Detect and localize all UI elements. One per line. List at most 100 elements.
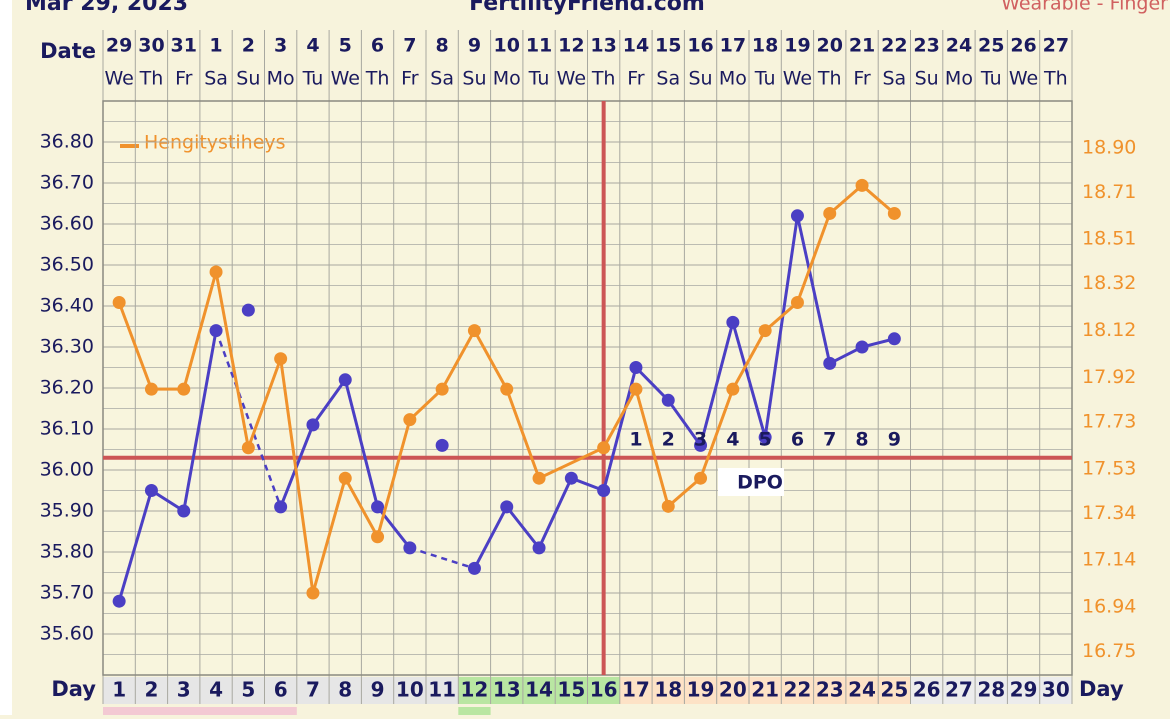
day-number: 19	[687, 678, 715, 702]
data-point	[209, 265, 223, 279]
header-source: Wearable - Finger	[1001, 0, 1168, 15]
data-point	[661, 393, 675, 407]
data-point	[726, 315, 740, 329]
day-number: 12	[461, 678, 489, 702]
date: 26	[1010, 35, 1036, 57]
phase-cell	[103, 707, 297, 715]
y-tick-label: 35.80	[40, 541, 94, 563]
day-number: 11	[428, 678, 456, 702]
day-number: 26	[913, 678, 941, 702]
day-number: 22	[784, 678, 812, 702]
plot-frame	[102, 100, 1073, 676]
day-number: 8	[338, 678, 352, 702]
weekday: We	[783, 68, 812, 90]
weekday: We	[331, 68, 360, 90]
weekday: Mo	[945, 68, 973, 90]
data-point	[338, 471, 352, 485]
day-number: 21	[751, 678, 779, 702]
date: 10	[494, 35, 520, 57]
dpo-number: 1	[629, 429, 642, 451]
data-point	[467, 561, 481, 575]
date: 15	[655, 35, 681, 57]
phase-cell	[458, 677, 620, 704]
data-point	[855, 340, 869, 354]
data-point	[758, 324, 772, 338]
data-point	[209, 324, 223, 338]
weekday: Fr	[175, 68, 193, 90]
date: 25	[978, 35, 1004, 57]
day-number: 6	[274, 678, 288, 702]
dpo-number: 6	[791, 429, 804, 451]
weekday: Fr	[627, 68, 645, 90]
left-strip	[0, 0, 12, 715]
weekday: Th	[817, 68, 842, 90]
date-label: Date	[40, 39, 96, 63]
y2-tick-label: 17.34	[1082, 502, 1136, 524]
date: 14	[623, 35, 649, 57]
day-number: 9	[371, 678, 385, 702]
data-point	[790, 209, 804, 223]
date: 27	[1043, 35, 1069, 57]
date: 23	[913, 35, 939, 57]
weekday: We	[104, 68, 133, 90]
weekday: Tu	[980, 68, 1002, 90]
dpo-number: 9	[888, 429, 901, 451]
data-point	[790, 295, 804, 309]
y2-tick-label: 18.90	[1082, 136, 1136, 158]
day-label: Day	[51, 677, 96, 701]
day-number: 14	[525, 678, 553, 702]
data-point	[758, 430, 772, 444]
day-number: 5	[241, 678, 255, 702]
dpo-box	[718, 468, 784, 496]
date: 2	[242, 35, 255, 57]
data-point	[177, 504, 191, 518]
y-tick-label: 36.50	[40, 254, 94, 276]
data-point	[338, 373, 352, 387]
weekday: Su	[236, 68, 260, 90]
date: 7	[403, 35, 416, 57]
data-point	[726, 382, 740, 396]
date: 16	[687, 35, 713, 57]
y-tick-label: 35.60	[40, 623, 94, 645]
data-point	[887, 332, 901, 346]
date: 29	[106, 35, 132, 57]
y2-tick-label: 18.32	[1082, 272, 1136, 294]
day-number: 30	[1042, 678, 1070, 702]
weekday: Tu	[302, 68, 324, 90]
weekday: Th	[139, 68, 164, 90]
header-date: Mar 29, 2023	[25, 0, 188, 16]
data-point	[532, 541, 546, 555]
data-point	[661, 499, 675, 513]
weekday: We	[557, 68, 586, 90]
y-tick-label: 36.60	[40, 213, 94, 235]
data-point	[403, 413, 417, 427]
day-number: 4	[209, 678, 223, 702]
data-point	[144, 484, 158, 497]
y2-tick-label: 16.75	[1082, 640, 1136, 662]
date: 17	[720, 35, 746, 57]
weekday: Su	[688, 68, 712, 90]
data-point	[435, 382, 449, 396]
y-tick-label: 36.00	[40, 459, 94, 481]
weekday: Tu	[528, 68, 550, 90]
header-site: FertilityFriend.com	[469, 0, 705, 16]
date: 3	[274, 35, 287, 57]
data-point	[274, 352, 288, 366]
y2-tick-label: 17.73	[1082, 410, 1136, 432]
data-point	[823, 356, 837, 370]
phase-cell	[103, 677, 459, 704]
date: 18	[752, 35, 778, 57]
day-number: 28	[977, 678, 1005, 702]
data-point	[112, 295, 126, 309]
date: 9	[468, 35, 481, 57]
dpo-number: 3	[694, 429, 707, 451]
y-tick-label: 36.20	[40, 377, 94, 399]
y2-tick-label: 17.14	[1082, 549, 1136, 571]
date: 21	[849, 35, 875, 57]
data-point	[855, 178, 869, 192]
data-point	[435, 438, 449, 452]
weekday: Th	[365, 68, 390, 90]
weekday: We	[1009, 68, 1038, 90]
day-number: 24	[848, 678, 876, 702]
